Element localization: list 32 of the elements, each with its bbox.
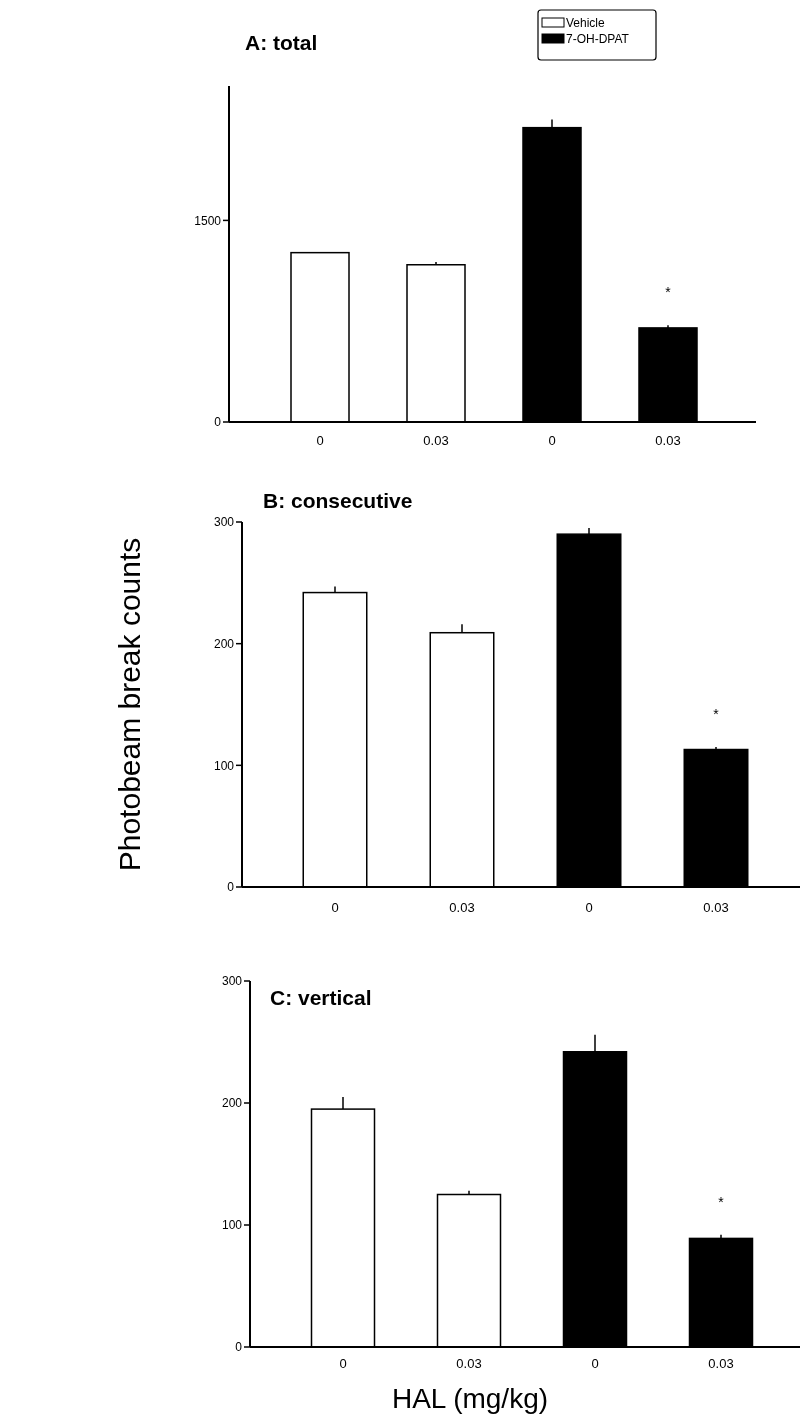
x-tick-label: 0.03: [423, 433, 449, 448]
x-tick-label: 0.03: [456, 1356, 482, 1371]
x-tick-label: 0.03: [449, 900, 475, 915]
y-tick-label: 100: [221, 1218, 243, 1233]
x-tick-label: 0: [316, 433, 324, 448]
y-tick-label: 300: [221, 974, 243, 989]
annotation: *: [718, 1193, 725, 1210]
x-tick-label: 0: [339, 1356, 347, 1371]
annotation: *: [665, 284, 672, 301]
y-axis-title: Photobeam break counts: [113, 537, 146, 872]
y-tick-label: 300: [213, 515, 235, 530]
y-tick-label: 200: [221, 1096, 243, 1111]
x-tick-label: 0: [548, 433, 556, 448]
x-tick-label: 0.03: [703, 900, 729, 915]
chart-title: C: vertical: [270, 986, 372, 1009]
y-tick-label: 100: [213, 758, 235, 773]
y-tick-label: 1500: [194, 213, 222, 228]
chart-title: A: total: [245, 31, 318, 54]
y-tick-label: 0: [214, 415, 222, 430]
chart-title: B: consecutive: [263, 489, 413, 512]
x-tick-label: 0.03: [655, 433, 681, 448]
legend-label: Vehicle: [566, 16, 606, 31]
x-tick-label: 0: [591, 1356, 599, 1371]
legend-label: 7-OH-DPAT: [566, 32, 630, 47]
x-tick-label: 0: [585, 900, 593, 915]
y-tick-label: 0: [227, 880, 235, 895]
y-tick-label: 200: [213, 636, 235, 651]
annotation: *: [713, 706, 720, 723]
y-tick-label: 0: [235, 1340, 243, 1355]
x-tick-label: 0.03: [708, 1356, 734, 1371]
x-tick-label: 0: [331, 900, 339, 915]
x-axis-title: HAL (mg/kg): [391, 1383, 549, 1414]
